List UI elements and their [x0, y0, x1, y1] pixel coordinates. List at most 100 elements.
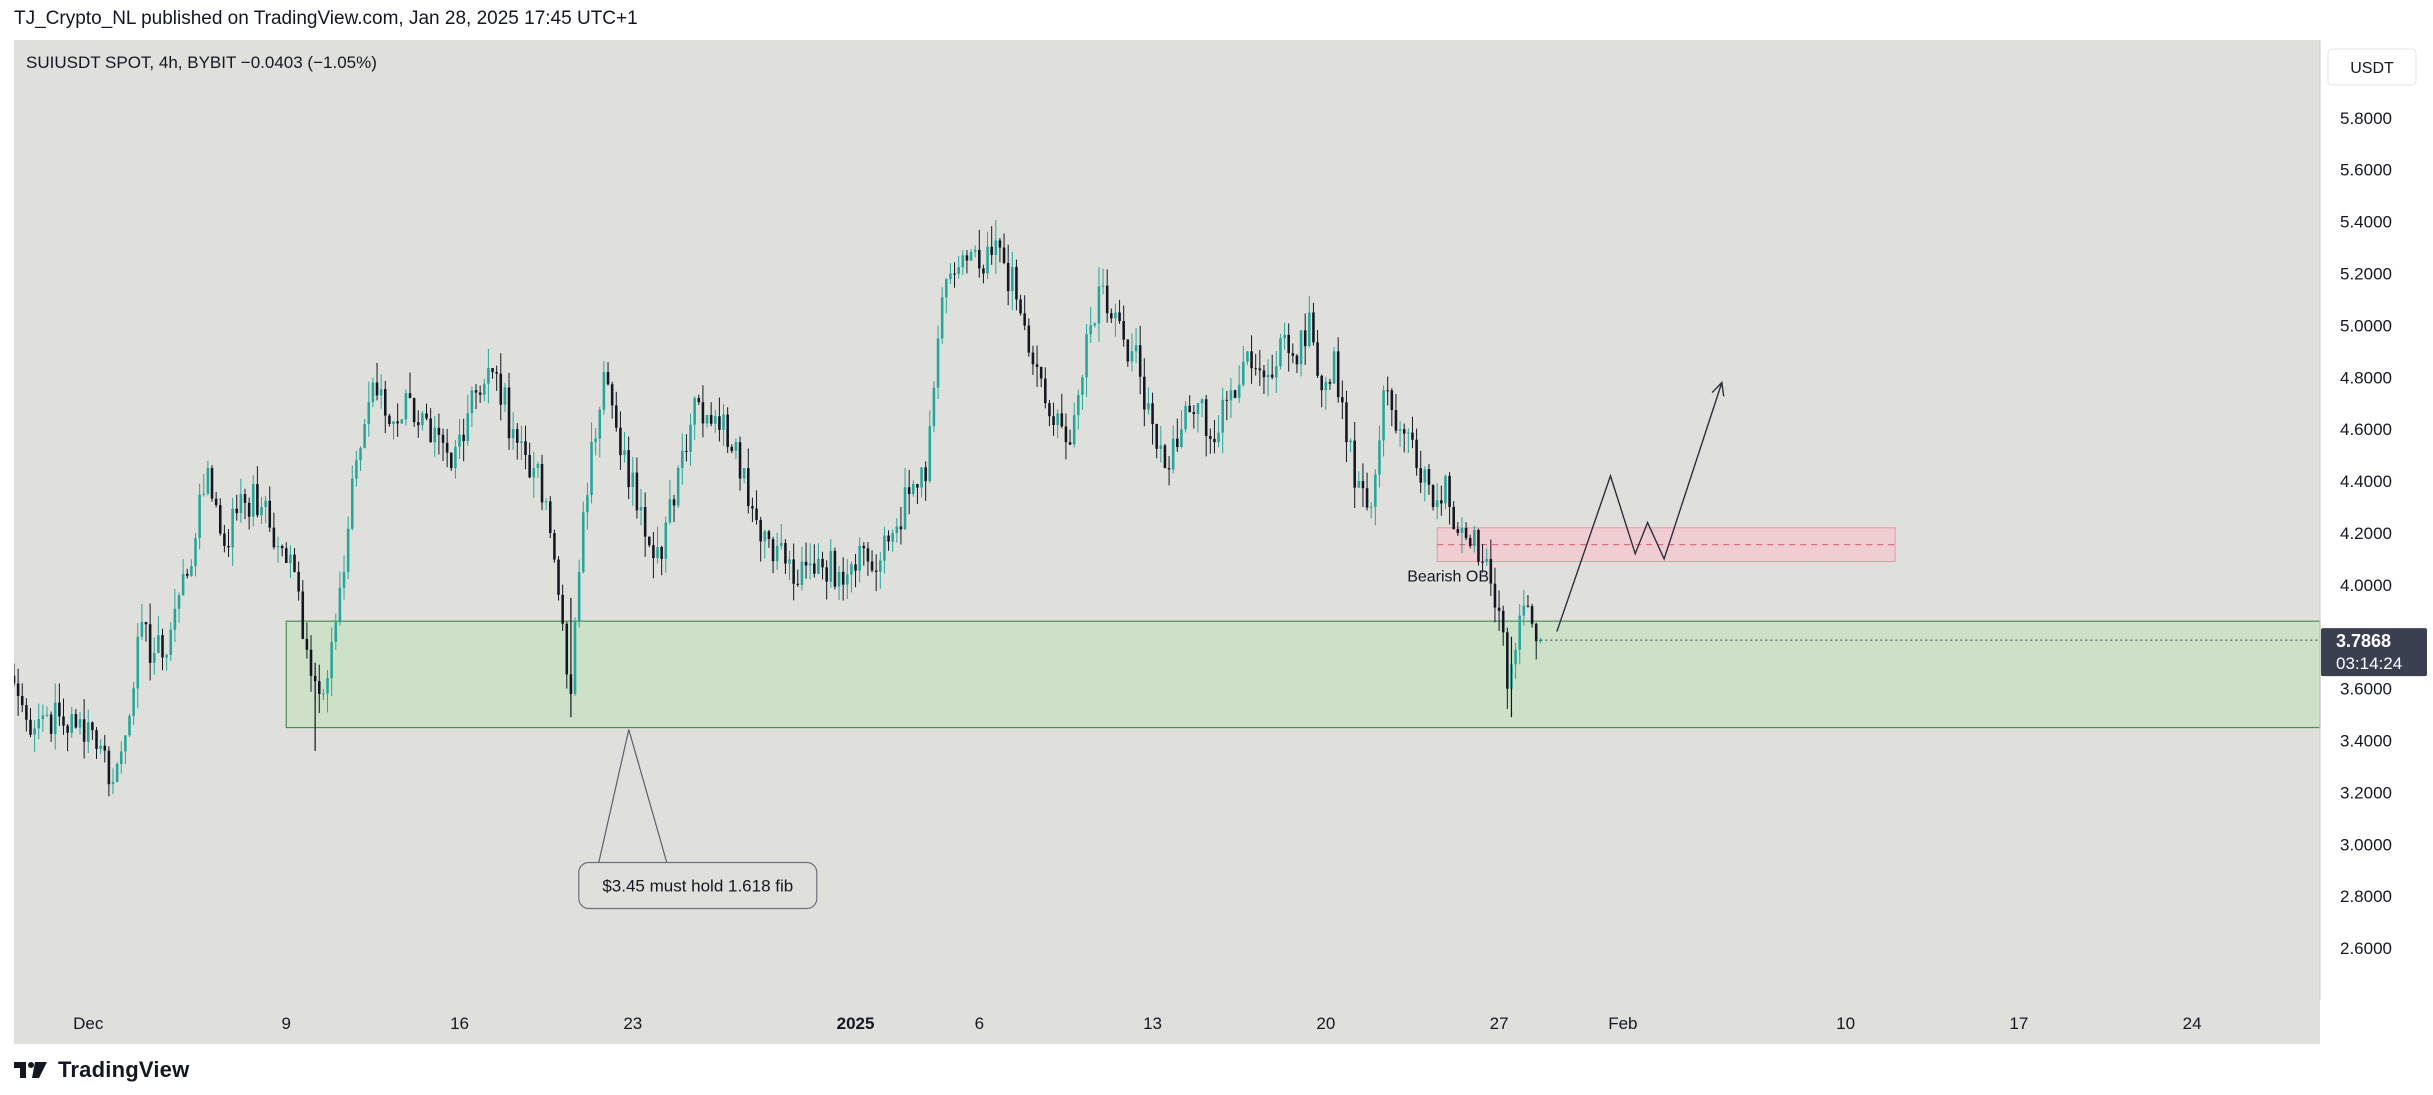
candle-body — [1275, 366, 1278, 378]
candle-body — [1464, 528, 1468, 538]
candle-body — [499, 373, 503, 405]
candle-body — [272, 527, 276, 548]
candle-body — [1122, 321, 1125, 340]
currency-button[interactable]: USDT — [2327, 48, 2417, 86]
candle-body — [978, 249, 981, 269]
candle-body — [730, 446, 734, 451]
candle-body — [866, 548, 870, 562]
candle-body — [1332, 351, 1336, 384]
candle-body — [1534, 623, 1538, 642]
last-price-value: 3.7868 — [2336, 631, 2391, 651]
callout-text: $3.45 must hold 1.618 fib — [602, 876, 793, 895]
candle-body — [280, 545, 284, 549]
candle-body — [1159, 445, 1163, 449]
candle-body — [1147, 403, 1150, 410]
candle-body — [128, 715, 131, 736]
x-tick-label: 20 — [1316, 1014, 1335, 1033]
candle-body — [1431, 484, 1435, 508]
candle-body — [515, 429, 519, 443]
candle-body — [1072, 415, 1076, 445]
candle-body — [1085, 334, 1088, 378]
candle-body — [1427, 469, 1431, 485]
candle-body — [1196, 403, 1200, 415]
candle-body — [408, 393, 412, 399]
candle-body — [561, 594, 564, 624]
candle-body — [210, 468, 214, 499]
candle-body — [969, 251, 973, 261]
chart-container[interactable]: Bearish OB $3.45 must hold 1.618 fib 2.6… — [12, 0, 2433, 1044]
candle-body — [1415, 439, 1418, 469]
candle-body — [243, 494, 247, 503]
candle-body — [957, 267, 960, 274]
candle-series — [12, 220, 1542, 797]
candle-body — [1035, 364, 1039, 367]
currency-label: USDT — [2350, 60, 2394, 77]
drawings: $3.45 must hold 1.618 fib — [578, 0, 2320, 910]
candle-body — [1225, 399, 1229, 401]
candle-body — [1407, 432, 1410, 434]
candle-body — [136, 636, 140, 689]
candle-body — [1093, 323, 1097, 326]
candle-body — [66, 725, 69, 733]
candle-body — [297, 571, 300, 592]
candle-body — [1357, 481, 1361, 488]
candle-body — [920, 467, 923, 488]
candle-body — [1270, 374, 1274, 378]
candle-body — [421, 413, 424, 426]
candle-body — [986, 246, 989, 274]
candle-body — [404, 393, 408, 420]
candle-body — [1312, 312, 1315, 343]
candle-body — [429, 418, 432, 443]
candle-body — [334, 622, 338, 642]
symbol-legend: SUIUSDT SPOT, 4h, BYBIT −0.0403 (−1.05%) — [26, 53, 377, 72]
candle-body — [1217, 432, 1220, 443]
x-tick-label: 27 — [1490, 1014, 1509, 1033]
candle-body — [425, 413, 428, 419]
candle-body — [1105, 285, 1109, 314]
candle-body — [907, 487, 911, 495]
candle-body — [206, 468, 210, 494]
candle-body — [676, 468, 680, 506]
candle-body — [1027, 325, 1031, 353]
candle-body — [1246, 351, 1249, 362]
candle-body — [218, 505, 222, 534]
candle-body — [573, 620, 577, 694]
y-tick-label: 4.8000 — [2340, 368, 2392, 387]
candle-body — [664, 522, 668, 559]
candle-body — [173, 608, 177, 630]
candle-body — [1378, 440, 1381, 475]
candle-body — [821, 558, 824, 568]
candle-body — [1262, 370, 1266, 378]
candle-body — [681, 450, 684, 469]
candle-body — [615, 405, 618, 428]
candle-body — [1497, 607, 1501, 611]
candle-body — [1390, 390, 1394, 411]
candle-body — [775, 545, 779, 562]
candle-body — [808, 563, 812, 566]
candle-body — [1456, 529, 1460, 533]
candle-body — [598, 409, 602, 439]
candle-body — [726, 414, 729, 447]
candle-body — [367, 402, 371, 424]
candle-body — [701, 402, 705, 424]
candle-body — [759, 520, 762, 542]
price-chart[interactable]: Bearish OB $3.45 must hold 1.618 fib 2.6… — [12, 0, 2433, 1044]
candle-body — [1114, 312, 1117, 319]
candle-body — [1118, 312, 1121, 322]
candle-body — [449, 452, 453, 469]
candle-body — [1539, 640, 1542, 642]
candle-body — [388, 415, 391, 424]
candle-body — [652, 545, 655, 559]
bearish-ob-label: Bearish OB — [1407, 569, 1489, 586]
candle-body — [565, 623, 569, 675]
candle-body — [227, 545, 230, 548]
candle-body — [817, 558, 820, 574]
candle-body — [445, 442, 449, 453]
candle-body — [1176, 438, 1179, 447]
candle-body — [1031, 352, 1035, 365]
candle-body — [1468, 537, 1472, 546]
candle-body — [1530, 606, 1534, 624]
candle-body — [383, 389, 387, 416]
candle-body — [1283, 334, 1286, 339]
candle-body — [796, 583, 800, 585]
